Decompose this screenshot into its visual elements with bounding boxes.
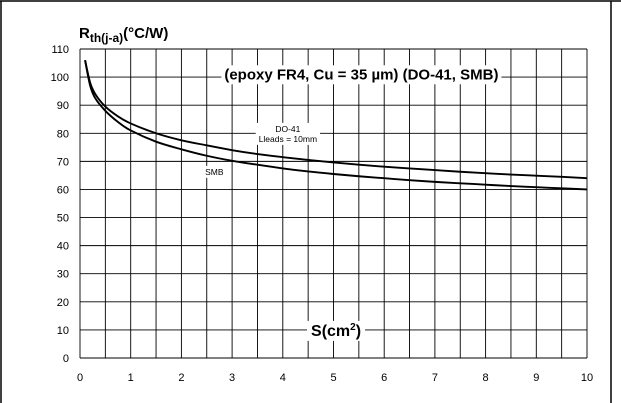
y-tick-label: 100 bbox=[51, 72, 69, 84]
x-tick-label: 1 bbox=[128, 372, 134, 384]
y-tick-label: 60 bbox=[57, 184, 69, 196]
x-axis-label-superscript: 2 bbox=[350, 322, 356, 333]
annotation-text: DO-41 bbox=[275, 124, 300, 134]
y-tick-label: 40 bbox=[57, 241, 69, 253]
x-tick-label: 5 bbox=[330, 372, 336, 384]
annotation-background bbox=[202, 165, 227, 178]
x-tick-label: 9 bbox=[533, 372, 539, 384]
x-tick-label: 4 bbox=[280, 372, 286, 384]
x-axis-label-main: S(cm bbox=[311, 323, 350, 340]
x-tick-label: 0 bbox=[77, 372, 83, 384]
annotation-background bbox=[255, 122, 321, 145]
x-tick-labels: 0 1 2 3 4 5 6 7 8 9 10 bbox=[77, 372, 593, 384]
y-tick-label: 50 bbox=[57, 213, 69, 225]
chart-title-group: (epoxy FR4, Cu = 35 µm) (DO-41, SMB) bbox=[221, 65, 502, 85]
annotation-text: Lleads = 10mm bbox=[259, 134, 317, 144]
series-line-smb bbox=[84, 60, 588, 191]
x-axis-label-group: S(cm2) bbox=[307, 320, 366, 341]
y-axis-label-main: R bbox=[79, 25, 90, 42]
x-tick-label: 2 bbox=[178, 372, 184, 384]
x-axis-label-close: ) bbox=[356, 323, 361, 340]
y-axis-label-subscript: th(j-a) bbox=[90, 31, 123, 45]
chart-title: (epoxy FR4, Cu = 35 µm) (DO-41, SMB) bbox=[224, 66, 498, 83]
x-tick-label: 8 bbox=[483, 372, 489, 384]
y-tick-label: 110 bbox=[51, 44, 69, 56]
y-tick-label: 20 bbox=[57, 297, 69, 309]
annotation-smb: SMB bbox=[202, 165, 227, 178]
x-tick-label: 6 bbox=[381, 372, 387, 384]
x-tick-label: 7 bbox=[432, 372, 438, 384]
x-axis-label: S(cm2) bbox=[311, 322, 361, 340]
y-axis-label-unit: (°C/W) bbox=[123, 25, 168, 42]
y-tick-label: 0 bbox=[63, 353, 69, 365]
y-tick-labels: 0 10 20 30 40 50 60 70 80 90 100 110 bbox=[51, 44, 69, 365]
grid bbox=[79, 48, 588, 359]
x-tick-label: 3 bbox=[229, 372, 235, 384]
y-tick-label: 10 bbox=[57, 325, 69, 337]
y-axis-label: Rth(j-a)(°C/W) bbox=[79, 25, 168, 45]
series-line-do-41 bbox=[84, 60, 588, 180]
y-tick-label: 70 bbox=[57, 156, 69, 168]
chart-title-background bbox=[221, 65, 502, 85]
y-tick-label: 30 bbox=[57, 269, 69, 281]
series bbox=[84, 60, 588, 191]
x-axis-label-background bbox=[307, 320, 366, 341]
y-tick-label: 80 bbox=[57, 128, 69, 140]
x-tick-label: 10 bbox=[581, 372, 593, 384]
y-tick-label: 90 bbox=[57, 100, 69, 112]
annotation-text: SMB bbox=[205, 167, 224, 177]
